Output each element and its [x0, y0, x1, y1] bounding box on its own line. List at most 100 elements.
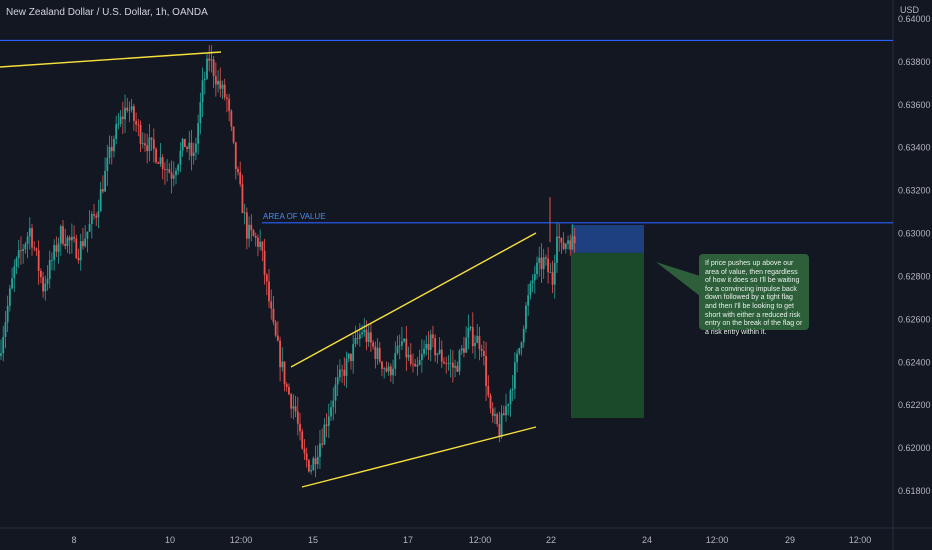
candle-body [152, 139, 155, 149]
candle-body [303, 448, 306, 454]
candle-body [513, 362, 516, 389]
candle-body [17, 250, 20, 259]
candle-body [106, 157, 109, 171]
candle-body [451, 362, 454, 368]
candle-body [270, 301, 273, 309]
candle-body [370, 332, 372, 343]
x-tick-label: 24 [642, 535, 652, 545]
candle-body [217, 80, 219, 85]
candle-body [285, 384, 288, 387]
candle-body [73, 236, 75, 239]
candle-body [241, 184, 244, 214]
candle-body [432, 334, 434, 339]
candle-body [95, 215, 98, 218]
candle-body [223, 84, 226, 98]
candle-body [412, 363, 414, 365]
candle-body [562, 242, 565, 250]
y-tick-label: 0.62200 [898, 400, 931, 410]
trendline[interactable] [301, 426, 537, 488]
candle-body [542, 257, 545, 270]
y-tick-label: 0.63400 [898, 143, 931, 153]
y-tick-label: 0.63000 [898, 229, 931, 239]
candle-body [221, 84, 224, 89]
candle-body [75, 238, 78, 259]
candle-body [141, 143, 144, 145]
candle-body [392, 368, 394, 376]
candle-body [93, 214, 95, 216]
candle-body [540, 257, 543, 270]
candle-body [507, 404, 510, 406]
price-axis[interactable]: 0.64000 0.63800 0.63600 0.63400 0.63200 0.630… [898, 14, 931, 496]
symbol-title[interactable]: New Zealand Dollar / U.S. Dollar, 1h, OA… [6, 7, 208, 18]
candle-body [183, 138, 186, 148]
candle-body [314, 458, 317, 465]
candle-body [536, 262, 538, 274]
candle-body [558, 236, 561, 238]
candle-body [48, 260, 51, 279]
candle-body [24, 244, 27, 250]
candle-body [500, 413, 503, 438]
candle-body [321, 443, 324, 445]
candle-body [494, 414, 496, 416]
candle-body [117, 123, 120, 125]
candle-body [458, 350, 461, 372]
candle-body [2, 336, 5, 354]
candle-body [124, 107, 126, 120]
candle-body [401, 341, 403, 346]
candle-body [228, 98, 231, 111]
candle-body [6, 305, 9, 323]
candle-body [212, 59, 215, 77]
candle-body [232, 126, 235, 143]
candle-body [343, 369, 346, 376]
candle-body [487, 386, 490, 396]
y-tick-label: 0.63600 [898, 100, 931, 110]
candle-body [66, 237, 69, 246]
candle-body [418, 359, 421, 365]
y-tick-label: 0.62400 [898, 357, 931, 367]
candle-body [190, 142, 193, 156]
candle-body [259, 241, 262, 247]
take-profit-zone[interactable] [571, 252, 644, 419]
candle-body [210, 59, 213, 61]
candle-body [456, 365, 459, 372]
stop-loss-zone[interactable] [571, 224, 644, 253]
candle-body [97, 211, 100, 218]
candle-body [175, 170, 177, 176]
candle-body [383, 368, 386, 370]
candle-body [405, 338, 408, 358]
candle-body [254, 235, 257, 238]
candle-body [64, 243, 67, 246]
candle-body [88, 223, 91, 232]
candle-body [533, 273, 536, 281]
candle-body [77, 258, 80, 261]
time-axis[interactable]: 8 10 12:00 15 17 12:00 22 24 12:00 29 12:00 [71, 535, 871, 545]
candle-body [84, 238, 87, 247]
candle-body [272, 308, 275, 323]
trendline[interactable] [290, 232, 537, 368]
candle-body [449, 362, 452, 364]
candle-body [179, 150, 182, 165]
candle-body [31, 228, 33, 248]
candle-body [13, 266, 16, 279]
candle-body [281, 361, 284, 368]
trade-note[interactable]: If price pushes up above our area of val… [699, 254, 809, 336]
candle-body [288, 386, 290, 395]
candle-body [296, 411, 299, 424]
candle-body [341, 369, 344, 371]
candle-body [544, 257, 547, 259]
candle-body [394, 353, 397, 369]
candle-body [334, 384, 337, 401]
candle-body [90, 214, 93, 224]
candle-body [70, 236, 73, 241]
trendline[interactable] [0, 51, 222, 68]
x-tick-label: 8 [71, 535, 76, 545]
candle-body [274, 322, 277, 336]
candle-body [480, 348, 483, 351]
candle-body [248, 224, 250, 239]
candle-body [197, 123, 200, 144]
candle-body [230, 110, 233, 127]
candle-body [188, 142, 191, 149]
candle-body [414, 363, 417, 367]
